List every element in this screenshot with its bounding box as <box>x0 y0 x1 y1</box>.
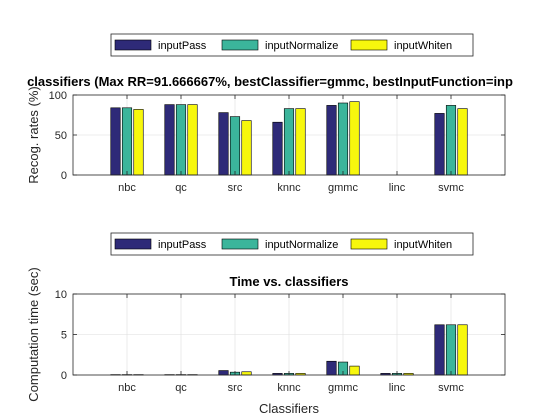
x-tick-label: linc <box>389 382 406 394</box>
x-tick-label: nbc <box>118 182 136 194</box>
bar-inputWhiten-nbc <box>133 109 144 176</box>
y-tick-label: 0 <box>61 170 67 182</box>
x-axis-label: Classifiers <box>259 401 319 416</box>
x-tick-label: qc <box>175 382 187 394</box>
bar-inputPass-src <box>218 112 229 176</box>
bar-inputPass-svmc <box>434 324 445 376</box>
legend-label-inputPass: inputPass <box>158 40 207 52</box>
y-axis-label: Computation time (sec) <box>26 267 41 401</box>
y-tick-label: 100 <box>49 90 67 102</box>
x-tick-label: knnc <box>277 182 301 194</box>
legend-swatch-inputPass <box>114 39 152 51</box>
x-tick-label: knnc <box>277 382 301 394</box>
y-tick-label: 5 <box>61 330 67 342</box>
legend-swatch-inputWhiten <box>350 238 388 250</box>
y-tick-label: 50 <box>55 130 67 142</box>
chart-panel-1: 0 50 100 nbc qc src knnc gmmc linc svmc Recog. rat… <box>26 33 513 194</box>
bar-inputNormalize-knnc <box>283 108 295 176</box>
x-tick-label: gmmc <box>328 182 358 194</box>
x-tick-label: src <box>228 182 243 194</box>
legend-label-inputWhiten: inputWhiten <box>394 40 452 52</box>
bar-inputNormalize-qc <box>175 104 187 176</box>
bar-inputNormalize-src <box>229 116 241 176</box>
bar-inputWhiten-svmc <box>457 108 468 176</box>
bar-inputPass-src <box>218 370 229 376</box>
y-tick-label: 10 <box>55 289 67 301</box>
legend-box <box>110 232 474 256</box>
legend-label-inputNormalize: inputNormalize <box>265 40 338 52</box>
x-tick-label: qc <box>175 182 187 194</box>
x-tick-label: src <box>228 382 243 394</box>
chart-title: Time vs. classifiers <box>229 274 348 289</box>
legend-box <box>110 33 474 57</box>
y-axis-label: Recog. rates (%) <box>26 86 41 184</box>
bar-inputNormalize-nbc <box>121 107 133 176</box>
x-tick-label: gmmc <box>328 382 358 394</box>
bar-inputPass-qc <box>164 104 175 176</box>
legend-swatch-inputNormalize <box>221 238 259 250</box>
bar-inputWhiten-src <box>241 371 252 376</box>
bar-inputPass-nbc <box>110 107 121 176</box>
legend-swatch-inputWhiten <box>350 39 388 51</box>
chart-title: classifiers (Max RR=91.666667%, bestClas… <box>27 74 513 89</box>
bar-inputPass-gmmc <box>326 105 337 176</box>
bar-inputWhiten-knnc <box>295 108 306 176</box>
x-tick-label: nbc <box>118 382 136 394</box>
bar-inputWhiten-qc <box>187 104 198 176</box>
x-tick-label: svmc <box>438 382 464 394</box>
x-tick-label: svmc <box>438 182 464 194</box>
legend-label-inputWhiten: inputWhiten <box>394 239 452 251</box>
bar-inputPass-svmc <box>434 113 445 176</box>
legend-label-inputNormalize: inputNormalize <box>265 239 338 251</box>
legend-swatch-inputNormalize <box>221 39 259 51</box>
bar-inputPass-knnc <box>272 121 283 176</box>
bar-inputWhiten-src <box>241 120 252 176</box>
x-tick-label: linc <box>389 182 406 194</box>
legend-label-inputPass: inputPass <box>158 239 207 251</box>
bar-inputWhiten-svmc <box>457 324 468 376</box>
bar-inputWhiten-gmmc <box>349 101 360 176</box>
bar-inputWhiten-gmmc <box>349 365 360 376</box>
y-tick-label: 0 <box>61 370 67 382</box>
legend-swatch-inputPass <box>114 238 152 250</box>
bar-inputNormalize-svmc <box>445 324 457 376</box>
bar-inputPass-gmmc <box>326 360 337 376</box>
bar-inputNormalize-svmc <box>445 105 457 176</box>
bar-inputNormalize-gmmc <box>337 102 349 176</box>
chart-panel-2: 0 5 10 nbc qc src knnc gmmc linc svmc Computation … <box>26 232 506 416</box>
